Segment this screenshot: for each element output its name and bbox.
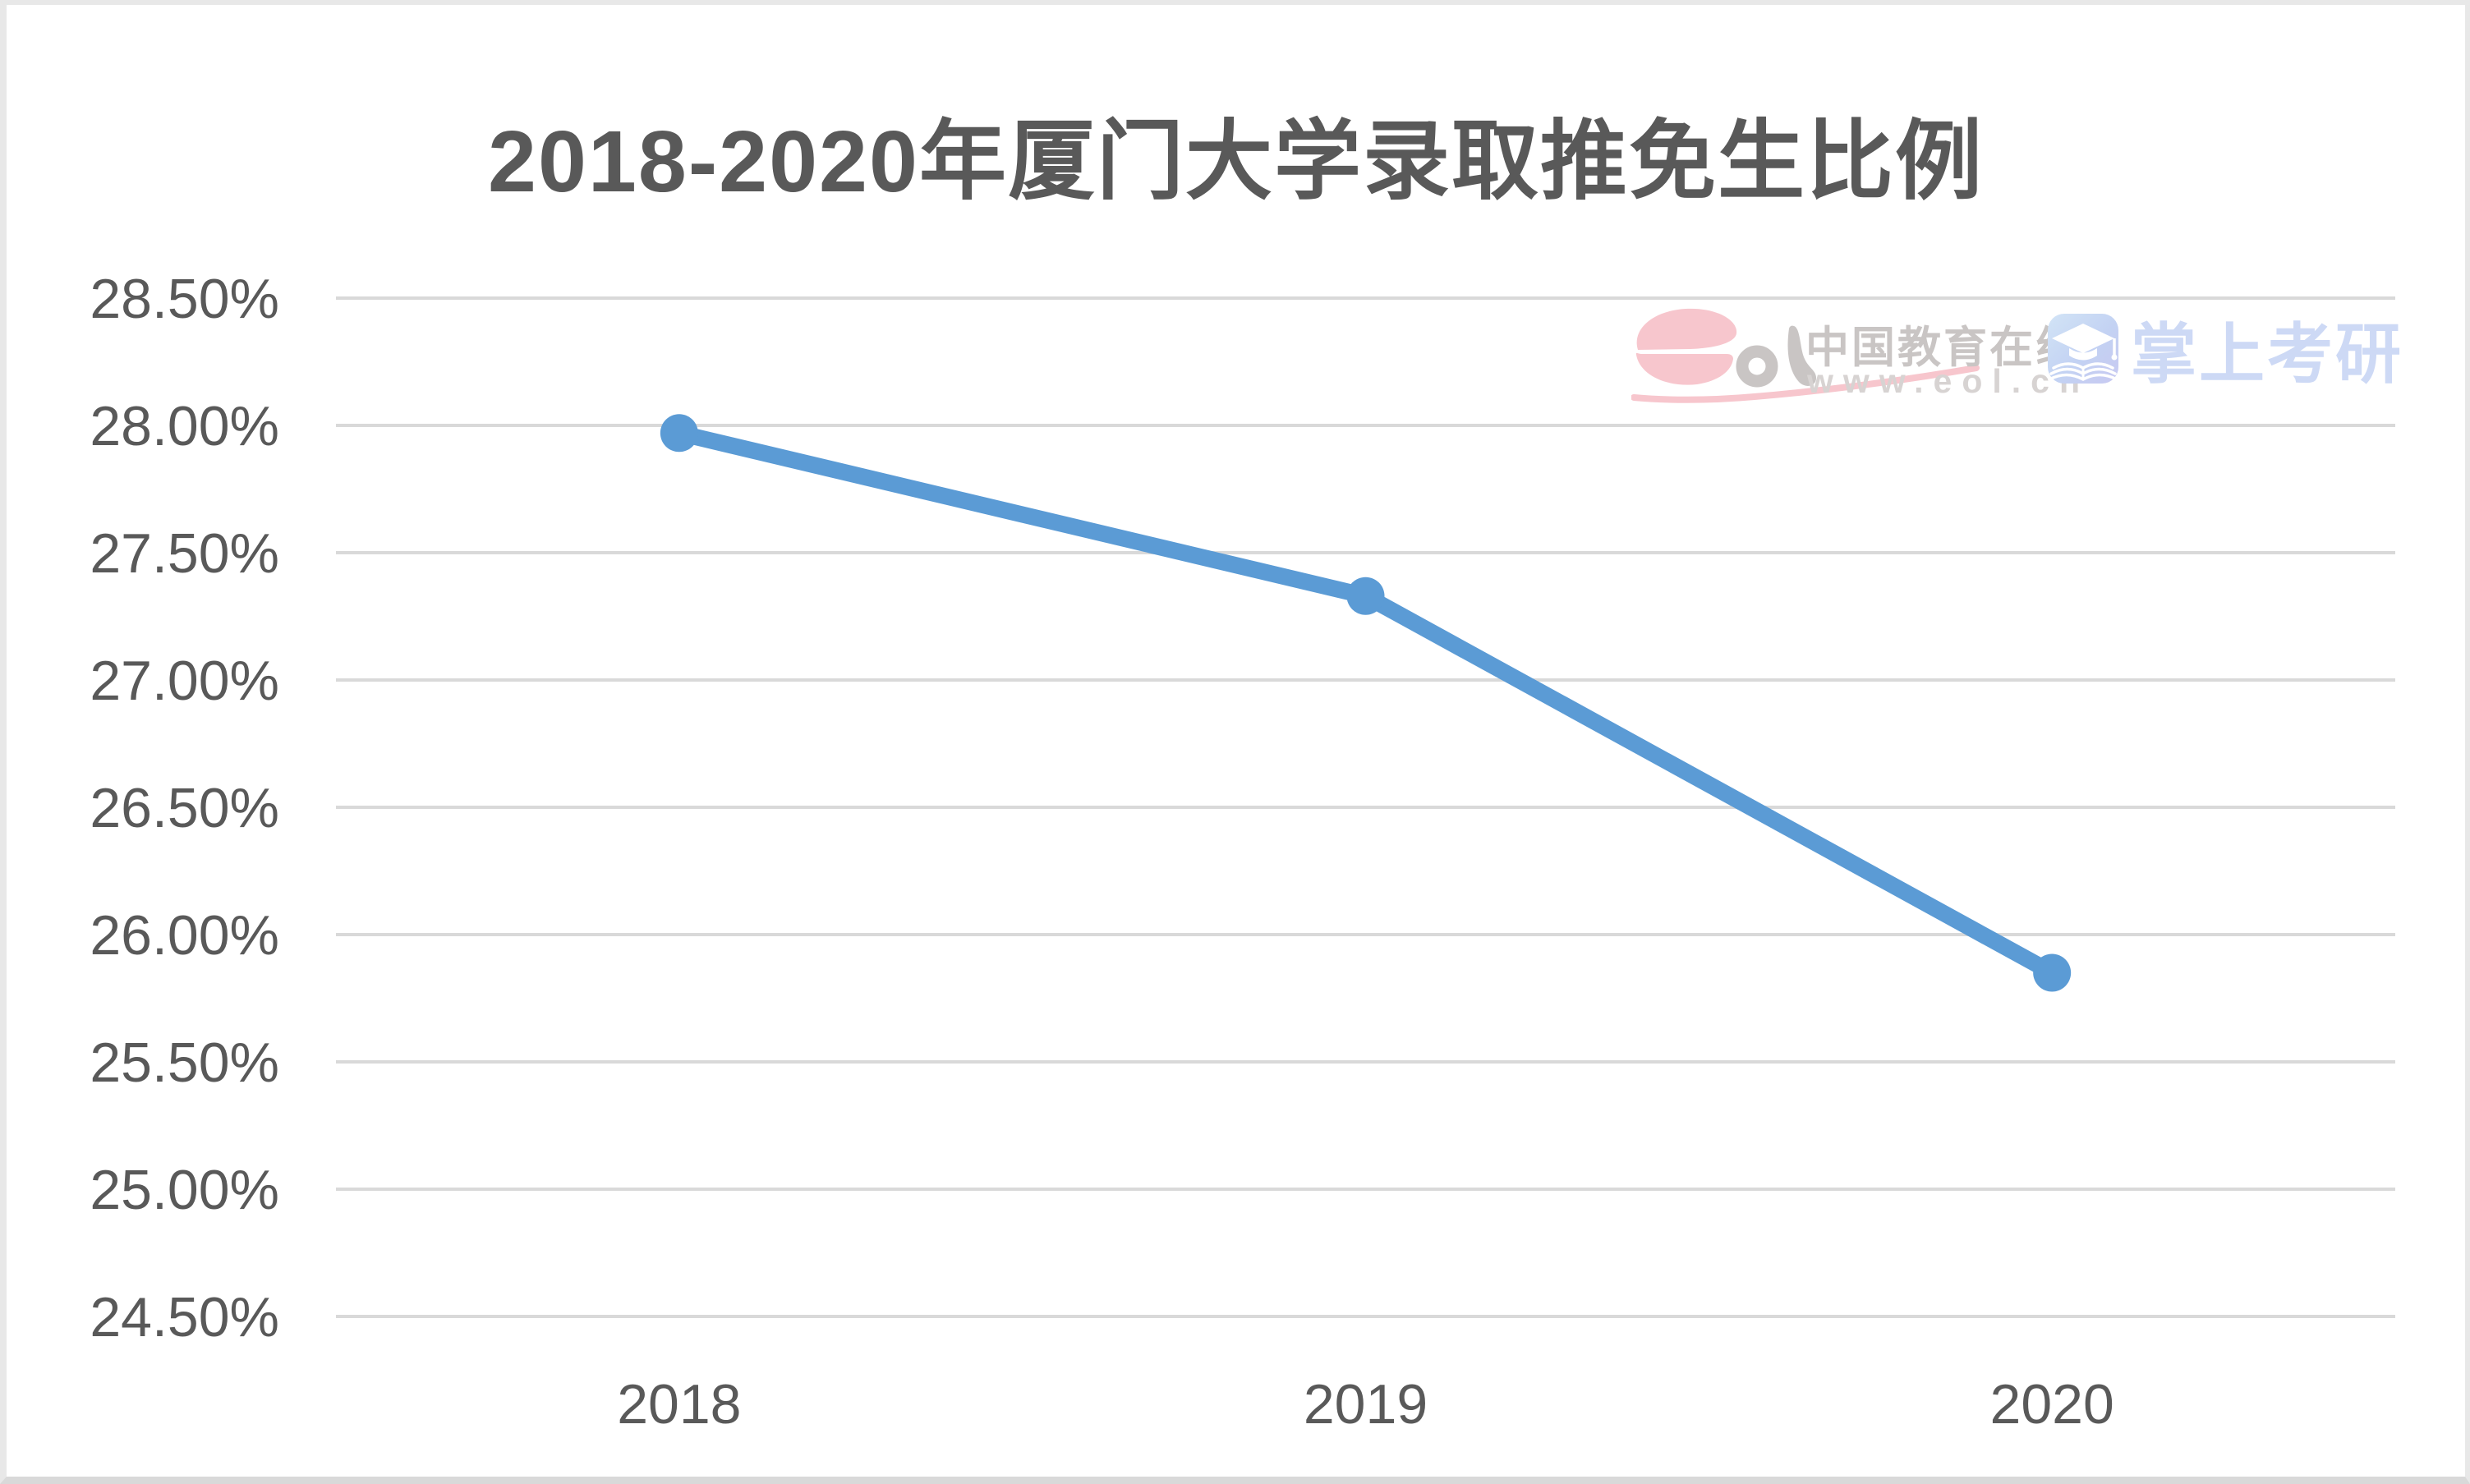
eol-o-shape [1736,345,1778,388]
data-line [670,425,2061,981]
chart-title: 2018-2020年厦门大学录取推免生比例 [488,113,1984,210]
y-axis-tick-label: 25.00% [90,1159,279,1221]
y-axis-tick-label: 28.00% [90,395,279,457]
y-axis-tick-label: 27.00% [90,650,279,712]
eol-site-url: www.eol.cn [1806,362,2090,400]
eol-logo-icon [1631,308,1980,403]
graduation-cap-icon [2048,324,2118,381]
y-axis-tick-label: 24.50% [90,1286,279,1348]
y-axis-tick-label: 27.50% [90,522,279,585]
x-axis-tick-label: 2018 [617,1373,741,1436]
zhangshang-kaoyan-app-icon [2048,314,2118,384]
y-axis-tick-label: 25.50% [90,1031,279,1094]
x-axis-tick-label: 2020 [1990,1373,2114,1436]
x-axis-tick-label: 2019 [1304,1373,1428,1436]
eol-swoosh-shape [1631,365,1980,403]
y-axis-tick-label: 26.50% [90,777,279,839]
y-axis-tick-label: 26.00% [90,904,279,967]
eol-site-name: 中国教育在线 [1805,324,2081,372]
data-point-marker [660,414,698,453]
chart-canvas: 28.50% 28.00% 27.50% 27.00% 26.50% 26.00% 25.5… [90,268,2395,1436]
zhangshang-kaoyan-name: 掌上考研 [2131,318,2403,391]
data-point-marker [2033,953,2072,992]
watermark: 中国教育在线 www.eol.cn 掌上考研 [1631,308,2403,403]
eol-l-shape [1787,325,1817,386]
y-axis-tick-label: 28.50% [90,268,279,330]
eol-e-bottom-shape [1635,352,1733,385]
data-point-marker [1346,577,1385,615]
eol-e-top-shape [1636,308,1737,350]
